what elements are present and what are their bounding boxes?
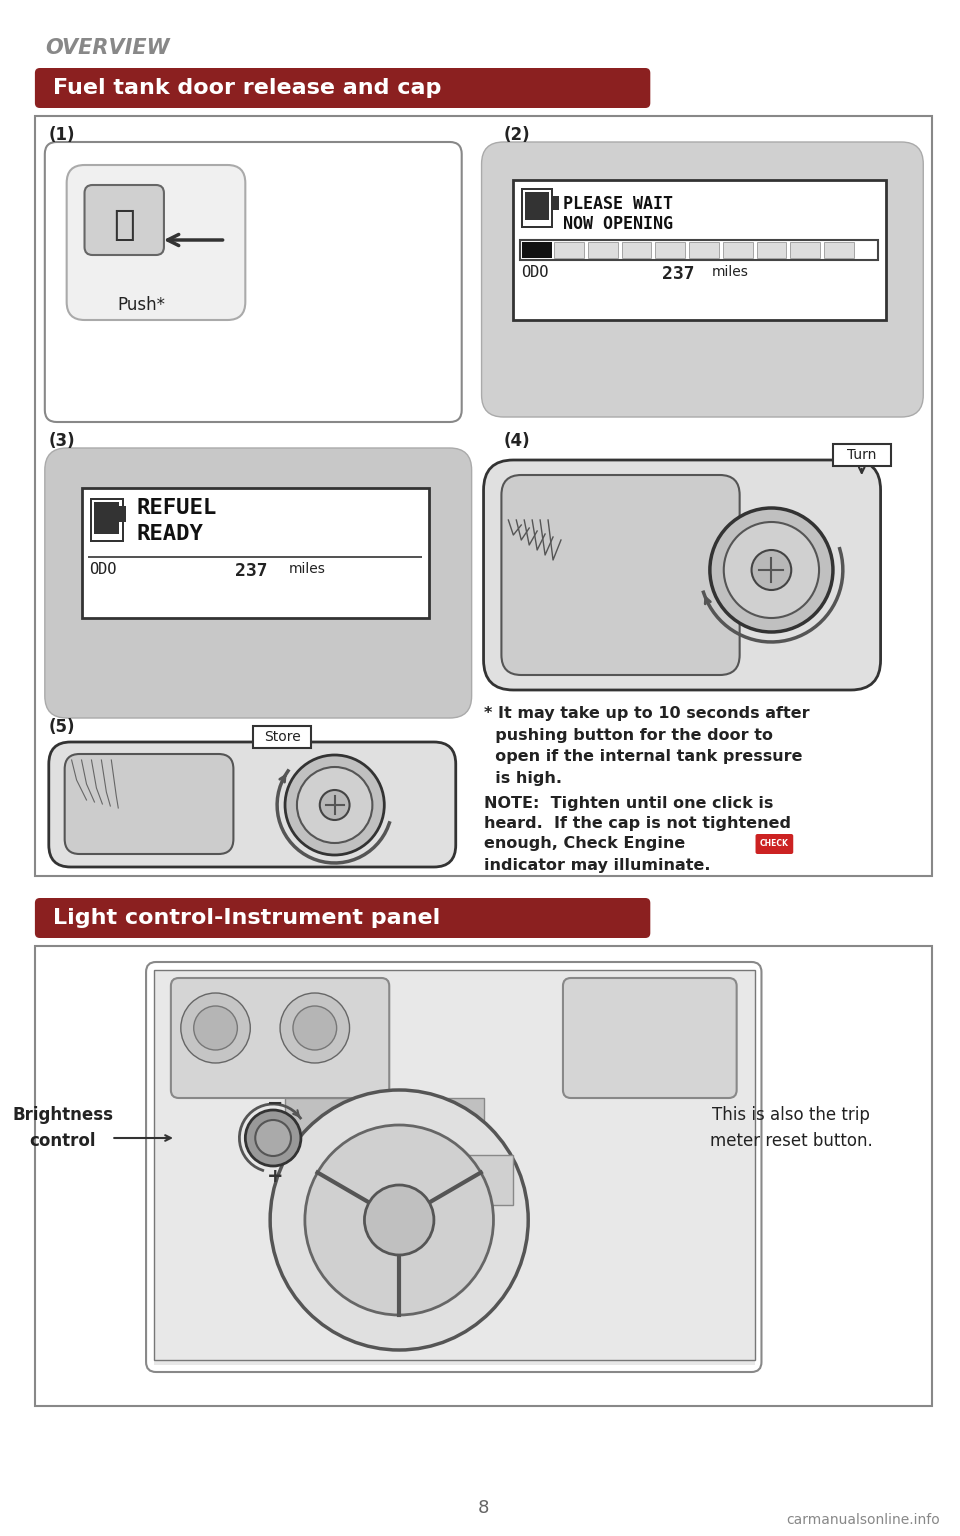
FancyBboxPatch shape bbox=[501, 475, 739, 674]
Circle shape bbox=[709, 508, 833, 631]
Text: (3): (3) bbox=[49, 432, 76, 450]
Bar bbox=[588, 243, 617, 258]
Text: (2): (2) bbox=[503, 126, 530, 144]
Bar bbox=[833, 444, 891, 465]
Bar bbox=[824, 243, 853, 258]
Bar bbox=[520, 240, 877, 260]
Circle shape bbox=[365, 1184, 434, 1255]
Bar bbox=[756, 243, 786, 258]
Bar bbox=[90, 498, 124, 542]
Circle shape bbox=[270, 1091, 528, 1350]
Circle shape bbox=[297, 766, 372, 843]
Bar bbox=[154, 971, 755, 1359]
FancyBboxPatch shape bbox=[35, 899, 650, 938]
Bar bbox=[689, 243, 719, 258]
Bar bbox=[35, 117, 932, 876]
Bar bbox=[434, 1155, 514, 1206]
Circle shape bbox=[280, 992, 349, 1063]
Text: ⛽: ⛽ bbox=[113, 207, 135, 243]
Circle shape bbox=[293, 1006, 337, 1051]
Bar bbox=[523, 190, 551, 226]
Text: Push*: Push* bbox=[117, 296, 165, 313]
Bar bbox=[621, 243, 651, 258]
Bar bbox=[554, 243, 584, 258]
Circle shape bbox=[752, 550, 791, 590]
Bar bbox=[94, 502, 119, 535]
FancyBboxPatch shape bbox=[563, 978, 736, 1098]
FancyBboxPatch shape bbox=[171, 978, 389, 1098]
Text: (5): (5) bbox=[49, 717, 75, 736]
FancyBboxPatch shape bbox=[64, 754, 233, 854]
FancyBboxPatch shape bbox=[35, 68, 650, 108]
Text: Light control-Instrument panel: Light control-Instrument panel bbox=[53, 908, 440, 928]
Bar bbox=[521, 187, 553, 227]
Text: 237: 237 bbox=[662, 266, 695, 283]
Bar bbox=[88, 556, 422, 558]
Bar bbox=[82, 488, 429, 617]
Text: carmanualsonline.info: carmanualsonline.info bbox=[786, 1513, 940, 1527]
Text: miles: miles bbox=[712, 266, 749, 280]
Bar bbox=[118, 505, 126, 522]
FancyBboxPatch shape bbox=[146, 962, 761, 1372]
Text: enough, Check Engine: enough, Check Engine bbox=[484, 836, 684, 851]
Text: (4): (4) bbox=[503, 432, 530, 450]
Text: miles: miles bbox=[289, 562, 325, 576]
Circle shape bbox=[194, 1006, 237, 1051]
FancyBboxPatch shape bbox=[45, 141, 462, 422]
Circle shape bbox=[724, 522, 819, 617]
Bar bbox=[656, 243, 685, 258]
Text: +: + bbox=[267, 1166, 283, 1186]
Bar bbox=[522, 243, 552, 258]
Bar bbox=[285, 1098, 484, 1138]
Text: NOW OPENING: NOW OPENING bbox=[563, 215, 673, 233]
FancyBboxPatch shape bbox=[756, 834, 793, 854]
Text: Turn: Turn bbox=[847, 449, 876, 462]
FancyBboxPatch shape bbox=[484, 459, 880, 690]
Circle shape bbox=[255, 1120, 291, 1157]
Bar bbox=[514, 180, 885, 319]
Text: Brightness
control: Brightness control bbox=[12, 1106, 113, 1149]
Text: 237: 237 bbox=[235, 562, 268, 581]
Text: heard.  If the cap is not tightened: heard. If the cap is not tightened bbox=[484, 816, 790, 831]
Text: * It may take up to 10 seconds after
  pushing button for the door to
  open if : * It may take up to 10 seconds after pus… bbox=[484, 707, 809, 786]
FancyBboxPatch shape bbox=[482, 141, 924, 416]
Bar bbox=[35, 946, 932, 1405]
FancyBboxPatch shape bbox=[66, 164, 246, 319]
Bar bbox=[551, 197, 559, 210]
Text: Fuel tank door release and cap: Fuel tank door release and cap bbox=[53, 78, 442, 98]
Bar bbox=[253, 727, 311, 748]
Circle shape bbox=[180, 992, 251, 1063]
FancyBboxPatch shape bbox=[49, 742, 456, 866]
Bar bbox=[525, 192, 549, 220]
Bar bbox=[790, 243, 820, 258]
Circle shape bbox=[305, 1124, 493, 1315]
Text: ODO: ODO bbox=[89, 562, 117, 578]
Text: This is also the trip
meter reset button.: This is also the trip meter reset button… bbox=[709, 1106, 873, 1149]
Text: indicator may illuminate.: indicator may illuminate. bbox=[484, 859, 710, 872]
Text: READY: READY bbox=[136, 524, 203, 544]
Text: −: − bbox=[267, 1094, 283, 1112]
Text: 8: 8 bbox=[478, 1499, 490, 1518]
FancyBboxPatch shape bbox=[45, 449, 471, 717]
Text: PLEASE WAIT: PLEASE WAIT bbox=[563, 195, 673, 214]
Text: OVERVIEW: OVERVIEW bbox=[45, 38, 170, 58]
Text: REFUEL: REFUEL bbox=[136, 498, 216, 518]
Circle shape bbox=[285, 756, 384, 856]
Bar bbox=[92, 501, 122, 541]
Text: CHECK: CHECK bbox=[760, 840, 789, 848]
FancyBboxPatch shape bbox=[84, 184, 164, 255]
Text: NOTE:  Tighten until one click is: NOTE: Tighten until one click is bbox=[484, 796, 773, 811]
Circle shape bbox=[320, 790, 349, 820]
Bar bbox=[154, 971, 755, 1366]
Bar bbox=[723, 243, 753, 258]
Text: Store: Store bbox=[264, 730, 300, 743]
Text: ODO: ODO bbox=[521, 266, 549, 280]
Circle shape bbox=[246, 1111, 300, 1166]
Text: (1): (1) bbox=[49, 126, 75, 144]
